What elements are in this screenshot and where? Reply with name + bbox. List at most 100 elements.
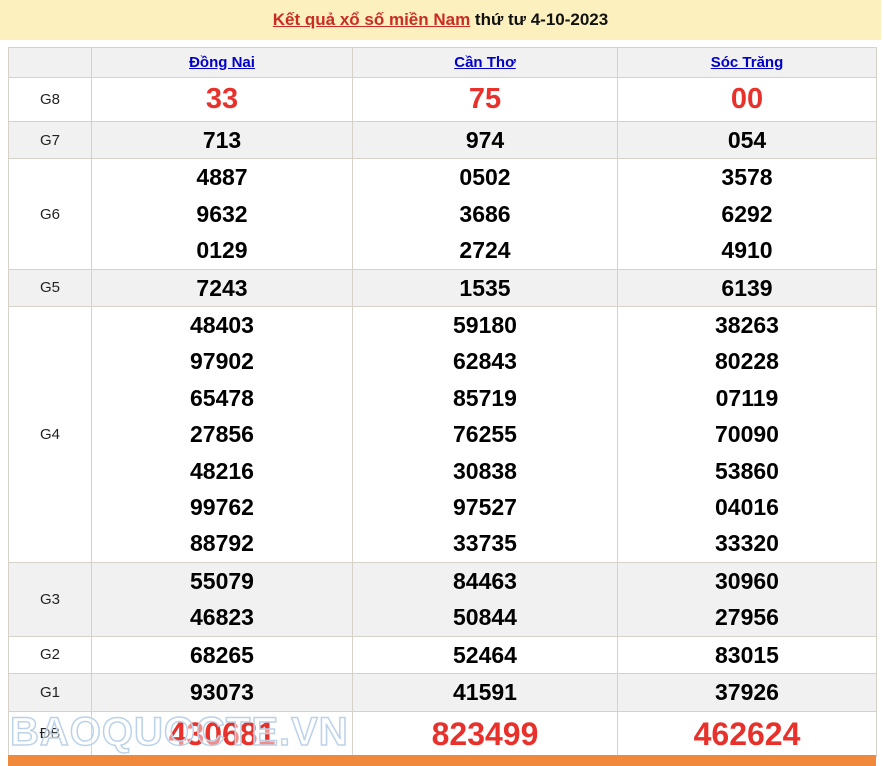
prize-label-g1: G1 [8,673,92,712]
prize-number: 33735 [453,530,517,557]
prize-number: 823499 [431,715,539,752]
prize-number: 68265 [190,641,254,668]
prize-number: 65478 [190,384,254,411]
prize-column-header [8,47,92,78]
prize-cell-g3-dong-nai: 55079 46823 [91,561,353,637]
column-header-soc-trang: Sóc Trăng [617,47,877,78]
prize-number: 2724 [459,237,511,264]
prize-cell-g1-dong-nai: 93073 [91,673,353,712]
prize-number: 55079 [190,567,254,594]
prize-label-g8: G8 [8,77,92,122]
prize-number: 88792 [190,530,254,557]
prize-number: 6292 [721,200,773,227]
prize-number: 80228 [715,348,779,375]
prize-number: 83015 [715,641,779,668]
prize-label-g7: G7 [8,120,92,160]
prize-number: 430681 [168,715,276,752]
prize-row-g2: G2 68265 52464 83015 [8,635,877,675]
prize-number: 99762 [190,494,254,521]
province-link-soc-trang[interactable]: Sóc Trăng [710,53,784,71]
footer-accent-bar [8,755,876,766]
prize-number: 27856 [190,421,254,448]
prize-number: 50844 [453,604,517,631]
prize-cell-g8-dong-nai: 33 [91,77,353,122]
prize-number: 974 [465,127,505,153]
prize-label-g6: G6 [8,158,92,270]
prize-cell-g4-dong-nai: 48403 97902 65478 27856 48216 99762 88792 [91,306,353,563]
prize-number: 4910 [721,237,773,264]
prize-row-g1: G1 93073 41591 37926 [8,673,877,712]
prize-cell-db-dong-nai: 430681 [91,710,353,757]
prize-number: 462624 [693,715,801,752]
prize-number: 30838 [453,457,517,484]
prize-number: 37926 [715,679,779,706]
prize-number: 7243 [196,274,248,301]
title-date: thứ tư 4-10-2023 [470,10,609,29]
prize-number: 6139 [721,274,773,301]
prize-cell-g5-dong-nai: 7243 [91,268,353,308]
province-link-dong-nai[interactable]: Đồng Nai [189,53,255,71]
prize-number: 00 [730,83,764,115]
prize-number: 07119 [715,384,779,411]
prize-cell-db-can-tho: 823499 [352,710,618,757]
prize-number: 52464 [453,641,517,668]
prize-number: 76255 [453,421,517,448]
prize-cell-g3-can-tho: 84463 50844 [352,561,618,637]
prize-cell-g3-soc-trang: 30960 27956 [617,561,877,637]
column-header-can-tho: Cần Thơ [352,47,618,78]
prize-row-g5: G5 7243 1535 6139 [8,268,877,308]
prize-number: 9632 [196,200,248,227]
prize-cell-g7-can-tho: 974 [352,120,618,160]
prize-cell-db-soc-trang: 462624 [617,710,877,757]
lottery-results-table: Đồng Nai Cần Thơ Sóc Trăng G8 33 75 00 G7 713 97… [8,47,877,757]
prize-cell-g2-dong-nai: 68265 [91,635,353,675]
prize-number: 53860 [715,457,779,484]
prize-cell-g6-dong-nai: 4887 9632 0129 [91,158,353,270]
prize-row-g8: G8 33 75 00 [8,77,877,122]
prize-number: 0129 [196,237,248,264]
prize-label-g5: G5 [8,268,92,308]
prize-cell-g2-soc-trang: 83015 [617,635,877,675]
prize-row-g6: G6 4887 9632 0129 0502 3686 2724 3578 6292 4910 [8,158,877,270]
prize-number: 3578 [721,164,773,191]
results-title-link[interactable]: Kết quả xổ số miền Nam [272,10,471,29]
prize-number: 33 [205,83,239,115]
prize-number: 41591 [453,679,517,706]
prize-number: 70090 [715,421,779,448]
prize-cell-g7-dong-nai: 713 [91,120,353,160]
prize-rows: G8 33 75 00 G7 713 974 054 G6 4887 9632 0129 0502 368… [8,77,877,757]
prize-cell-g2-can-tho: 52464 [352,635,618,675]
prize-label-g2: G2 [8,635,92,675]
column-header-dong-nai: Đồng Nai [91,47,353,78]
prize-number: 85719 [453,384,517,411]
prize-label-db: ĐB [8,710,92,757]
province-link-can-tho[interactable]: Cần Thơ [454,53,516,71]
prize-number: 4887 [196,164,248,191]
prize-number: 713 [202,127,242,153]
prize-number: 62843 [453,348,517,375]
prize-cell-g1-can-tho: 41591 [352,673,618,712]
prize-number: 33320 [715,530,779,557]
title-bar: Kết quả xổ số miền Nam thứ tư 4-10-2023 [0,0,881,40]
prize-number: 59180 [453,312,517,339]
prize-number: 84463 [453,567,517,594]
prize-number: 1535 [459,274,511,301]
prize-label-g3: G3 [8,561,92,637]
prize-number: 48403 [190,312,254,339]
prize-cell-g8-can-tho: 75 [352,77,618,122]
prize-number: 97527 [453,494,517,521]
prize-cell-g4-can-tho: 59180 62843 85719 76255 30838 97527 33735 [352,306,618,563]
prize-cell-g1-soc-trang: 37926 [617,673,877,712]
prize-number: 054 [727,127,767,153]
prize-number: 75 [468,83,502,115]
column-header-row: Đồng Nai Cần Thơ Sóc Trăng [8,47,877,78]
prize-number: 3686 [459,200,511,227]
prize-number: 97902 [190,348,254,375]
prize-row-g7: G7 713 974 054 [8,120,877,160]
prize-label-g4: G4 [8,306,92,563]
prize-cell-g5-can-tho: 1535 [352,268,618,308]
prize-row-g3: G3 55079 46823 84463 50844 30960 27956 [8,561,877,637]
prize-cell-g6-soc-trang: 3578 6292 4910 [617,158,877,270]
prize-number: 38263 [715,312,779,339]
prize-row-db: ĐB 430681 823499 462624 [8,710,877,757]
